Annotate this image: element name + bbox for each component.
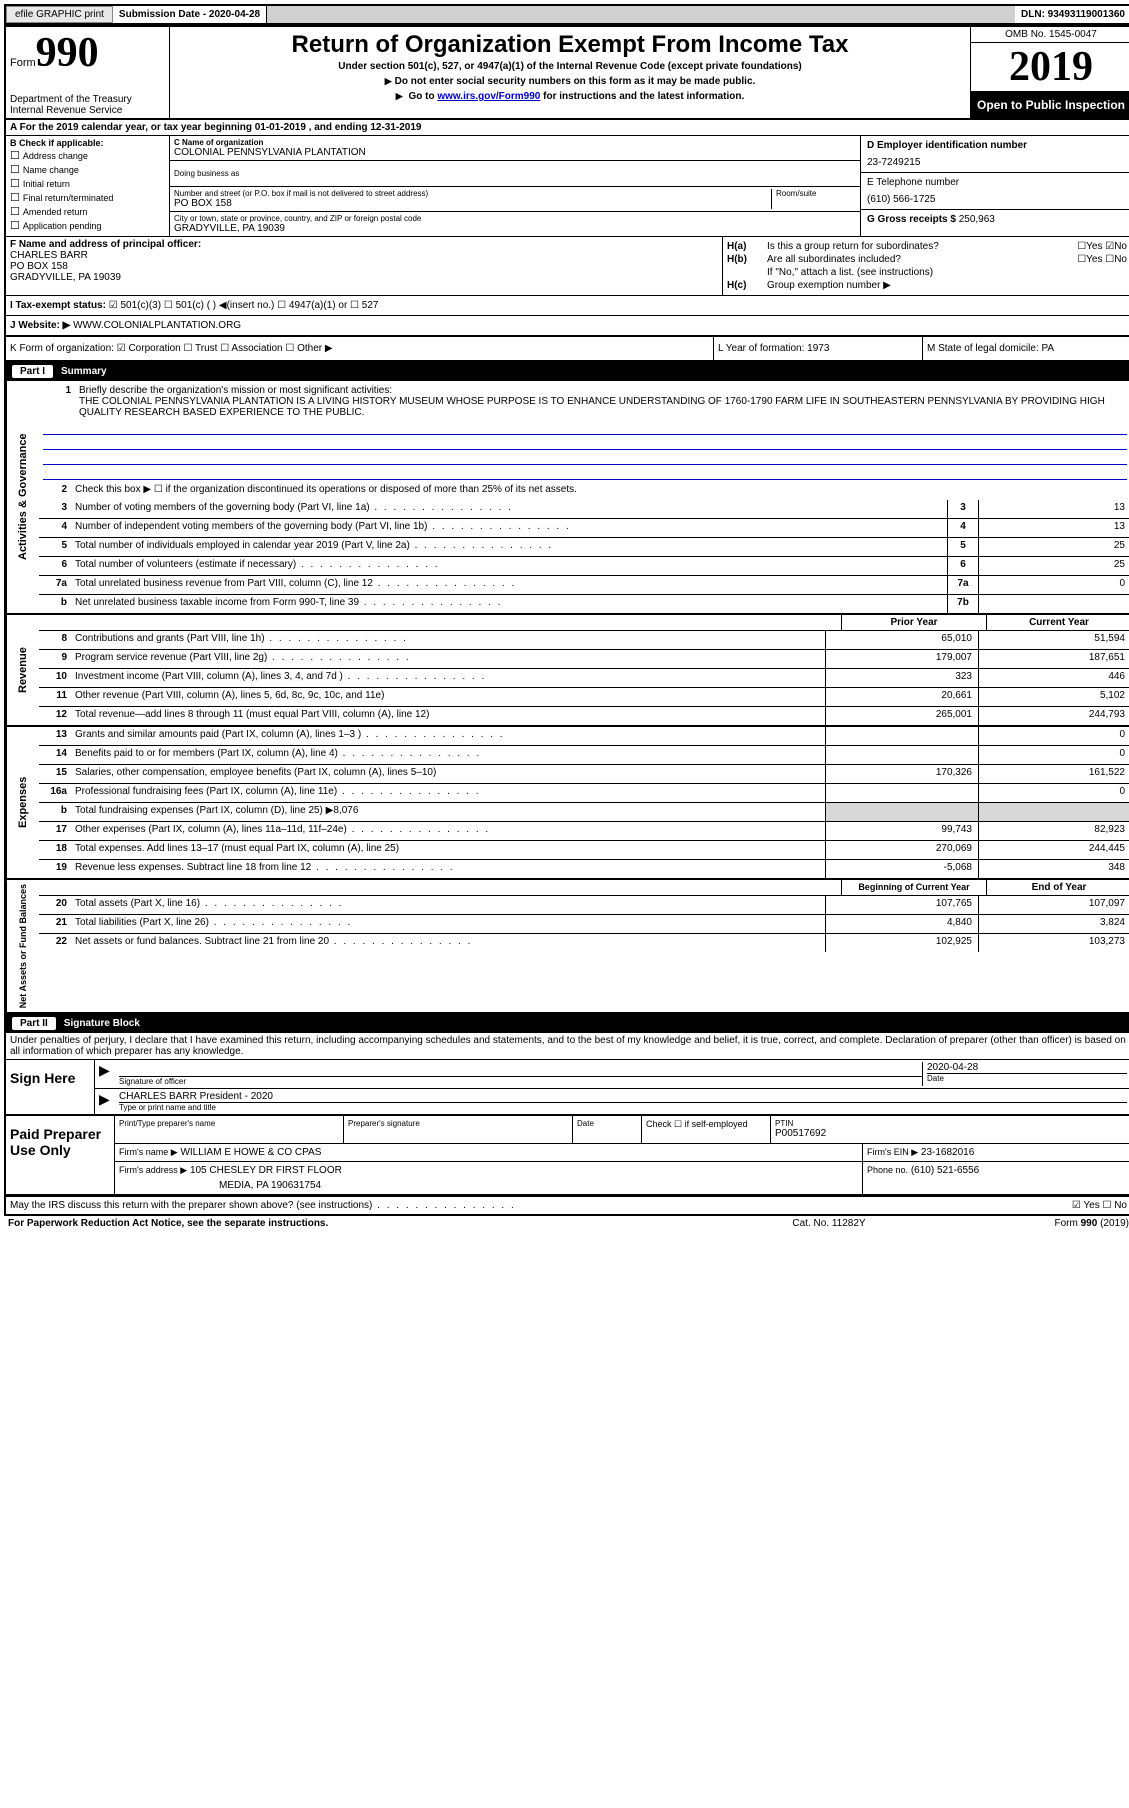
- col-h: H(a) Is this a group return for subordin…: [723, 237, 1129, 295]
- part1-header: Part I Summary: [6, 362, 1129, 381]
- form-title: Return of Organization Exempt From Incom…: [178, 31, 962, 59]
- self-employed-chk[interactable]: Check ☐ if self-employed: [642, 1116, 771, 1143]
- row-a: A For the 2019 calendar year, or tax yea…: [6, 120, 1129, 136]
- activities-governance: Activities & Governance 1 Briefly descri…: [6, 381, 1129, 615]
- sign-date: 2020-04-28: [927, 1062, 1127, 1073]
- chk-final-return[interactable]: Final return/terminated: [10, 191, 165, 204]
- instructions-link[interactable]: www.irs.gov/Form990: [437, 91, 540, 102]
- chk-name-change[interactable]: Name change: [10, 163, 165, 176]
- line4-val: 13: [978, 519, 1129, 537]
- row-j: J Website: ▶ WWW.COLONIALPLANTATION.ORG: [6, 316, 1129, 337]
- mission-text: THE COLONIAL PENNSYLVANIA PLANTATION IS …: [79, 396, 1105, 418]
- section-bcd: B Check if applicable: Address change Na…: [6, 136, 1129, 237]
- form-of-org[interactable]: K Form of organization: ☑ Corporation ☐ …: [6, 337, 713, 360]
- col-deg: D Employer identification number 23-7249…: [860, 136, 1129, 236]
- top-bar: efile GRAPHIC print Submission Date - 20…: [4, 4, 1129, 25]
- sign-here: Sign Here ▶ Signature of officer 2020-04…: [6, 1060, 1129, 1116]
- h-b-yn[interactable]: ☐Yes ☐No: [1017, 254, 1127, 265]
- section-fh: F Name and address of principal officer:…: [6, 237, 1129, 296]
- col-c: C Name of organization COLONIAL PENNSYLV…: [170, 136, 860, 236]
- officer-name: CHARLES BARR: [10, 250, 718, 261]
- org-name: COLONIAL PENNSYLVANIA PLANTATION: [174, 147, 856, 158]
- line7a-val: 0: [978, 576, 1129, 594]
- gross-receipts: 250,963: [959, 214, 995, 225]
- chk-app-pending[interactable]: Application pending: [10, 219, 165, 232]
- org-address: PO BOX 158: [174, 198, 771, 209]
- h-a-yn[interactable]: ☐Yes ☑No: [1017, 241, 1127, 252]
- omb-number: OMB No. 1545-0047: [971, 27, 1129, 43]
- firm-ein: 23-1682016: [921, 1147, 974, 1158]
- website: WWW.COLONIALPLANTATION.ORG: [73, 320, 241, 331]
- telephone: (610) 566-1725: [867, 194, 1125, 205]
- line7b-val: [978, 595, 1129, 613]
- discuss-yn[interactable]: ☑ Yes ☐ No: [947, 1200, 1127, 1211]
- state-domicile: M State of legal domicile: PA: [922, 337, 1129, 360]
- tax-year: 2019: [971, 43, 1129, 92]
- form-header: Form 990 Department of the Treasury Inte…: [6, 27, 1129, 120]
- col-b: B Check if applicable: Address change Na…: [6, 136, 170, 236]
- revenue-section: Revenue Prior Year Current Year 8Contrib…: [6, 615, 1129, 727]
- line3-val: 13: [978, 500, 1129, 518]
- form-container: Form 990 Department of the Treasury Inte…: [4, 25, 1129, 1216]
- chk-address-change[interactable]: Address change: [10, 149, 165, 162]
- open-public: Open to Public Inspection: [971, 92, 1129, 118]
- footer: For Paperwork Reduction Act Notice, see …: [4, 1216, 1129, 1231]
- signer-name: CHARLES BARR President - 2020: [119, 1091, 1127, 1102]
- part2-header: Part II Signature Block: [6, 1014, 1129, 1033]
- discuss-row: May the IRS discuss this return with the…: [6, 1196, 1129, 1214]
- row-k: K Form of organization: ☑ Corporation ☐ …: [6, 337, 1129, 362]
- netassets-section: Net Assets or Fund Balances Beginning of…: [6, 880, 1129, 1014]
- efile-btn[interactable]: efile GRAPHIC print: [6, 6, 113, 23]
- firm-name: WILLIAM E HOWE & CO CPAS: [180, 1147, 321, 1158]
- header-title-block: Return of Organization Exempt From Incom…: [170, 27, 970, 118]
- form-number: Form 990: [10, 29, 165, 77]
- firm-address: 105 CHESLEY DR FIRST FLOOR: [190, 1165, 342, 1176]
- submission-date: Submission Date - 2020-04-28: [113, 6, 267, 23]
- ptin: P00517692: [775, 1128, 1127, 1139]
- year-formation: L Year of formation: 1973: [713, 337, 922, 360]
- paid-preparer: Paid Preparer Use Only Print/Type prepar…: [6, 1116, 1129, 1196]
- header-right: OMB No. 1545-0047 2019 Open to Public In…: [970, 27, 1129, 118]
- tax-exempt-opts[interactable]: ☑ 501(c)(3) ☐ 501(c) ( ) ◀(insert no.) ☐…: [109, 300, 379, 311]
- ein: 23-7249215: [867, 157, 1125, 168]
- line5-val: 25: [978, 538, 1129, 556]
- col-f: F Name and address of principal officer:…: [6, 237, 723, 295]
- expenses-section: Expenses 13Grants and similar amounts pa…: [6, 727, 1129, 880]
- line6-val: 25: [978, 557, 1129, 575]
- org-city: GRADYVILLE, PA 19039: [174, 223, 856, 234]
- firm-phone: (610) 521-6556: [911, 1165, 979, 1176]
- chk-amended[interactable]: Amended return: [10, 205, 165, 218]
- header-left: Form 990 Department of the Treasury Inte…: [6, 27, 170, 118]
- row-i: I Tax-exempt status: ☑ 501(c)(3) ☐ 501(c…: [6, 296, 1129, 316]
- chk-initial-return[interactable]: Initial return: [10, 177, 165, 190]
- penalty-text: Under penalties of perjury, I declare th…: [6, 1033, 1129, 1060]
- dln: DLN: 93493119001360: [1015, 6, 1129, 23]
